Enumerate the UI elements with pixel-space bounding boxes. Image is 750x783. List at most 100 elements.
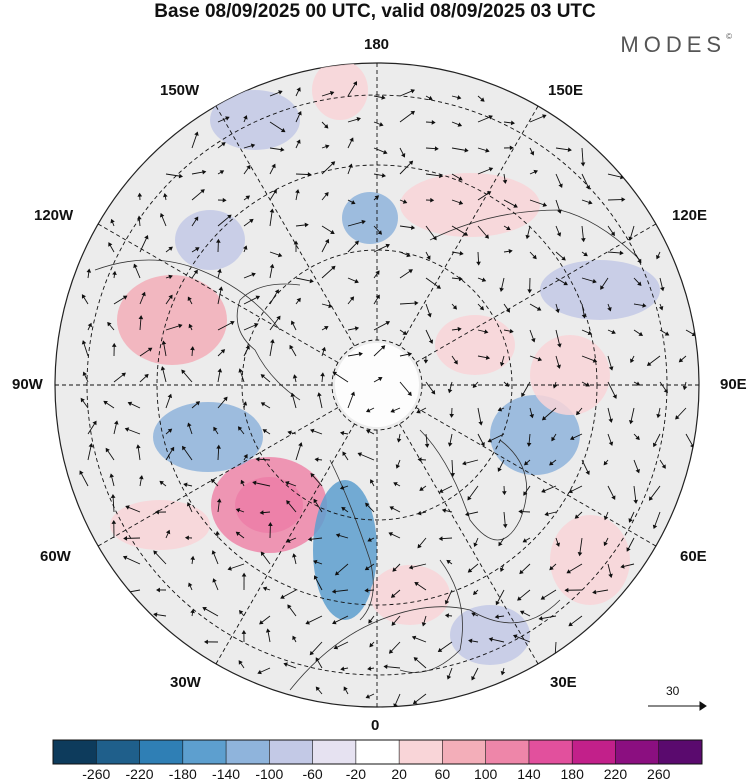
wind-vector: [462, 459, 479, 466]
wind-vector: [159, 480, 167, 487]
wind-vector: [243, 272, 256, 279]
wind-vector: [182, 445, 193, 461]
wind-vector: [321, 326, 329, 331]
anomaly-shading: [110, 63, 660, 665]
wind-vector: [124, 427, 141, 435]
wind-vector: [364, 588, 375, 593]
wind-vector: [321, 90, 335, 97]
colorbar-tick-label: 180: [560, 766, 584, 782]
wind-vector: [425, 329, 434, 344]
wind-vector: [260, 551, 271, 565]
wind-vector: [477, 95, 485, 102]
wind-vector: [347, 240, 359, 253]
wind-vector: [181, 369, 193, 383]
wind-vector: [237, 426, 245, 435]
wind-vector: [503, 120, 515, 126]
wind-vector: [242, 401, 248, 409]
wind-vector: [421, 615, 427, 627]
wind-vector: [365, 429, 375, 435]
wind-vector: [555, 303, 560, 314]
anomaly-region: [400, 173, 540, 237]
wind-vector: [347, 117, 361, 123]
colorbar-swatch: [442, 740, 487, 764]
wind-vector: [633, 277, 642, 286]
wind-vector: [451, 173, 463, 181]
wind-vector: [269, 289, 279, 305]
wind-vector: [603, 537, 609, 547]
wind-vector: [190, 346, 195, 357]
wind-vector: [87, 322, 92, 331]
wind-vector: [503, 303, 511, 313]
wind-vector: [321, 144, 330, 149]
wind-vector: [202, 607, 219, 617]
wind-vector: [568, 485, 583, 494]
wind-vector: [525, 225, 531, 240]
wind-vector: [416, 407, 427, 414]
wind-vector: [241, 630, 247, 643]
wind-vector: [315, 686, 323, 695]
colorbar-tick-label: 60: [434, 766, 451, 782]
wind-vector: [160, 366, 167, 383]
wind-vector: [165, 323, 183, 331]
wind-vector: [138, 315, 144, 331]
wind-vector: [332, 615, 349, 625]
wind-vector: [468, 638, 479, 644]
wind-vector: [659, 381, 668, 394]
wind-vector: [633, 251, 642, 264]
wind-vector: [87, 420, 97, 435]
wind-vector: [529, 355, 543, 362]
wind-vector: [315, 657, 323, 669]
wind-vector: [191, 169, 207, 175]
wind-vector: [393, 482, 401, 487]
wind-vector: [607, 433, 614, 446]
wind-vector: [217, 368, 223, 383]
lon-label-120w: 120W: [34, 207, 74, 224]
wind-vector: [438, 485, 453, 493]
wind-vector: [503, 145, 514, 151]
wind-vector: [529, 169, 538, 175]
wind-vector: [566, 563, 583, 574]
wind-vector: [347, 163, 353, 175]
wind-vector: [127, 401, 141, 409]
wind-vector: [240, 479, 245, 487]
wind-vector: [335, 533, 349, 539]
wind-vector: [425, 225, 437, 241]
wind-vector: [290, 392, 297, 409]
wind-vector: [555, 199, 562, 214]
wind-vector: [373, 225, 383, 235]
wind-vector: [607, 407, 614, 423]
wind-vector: [373, 345, 386, 357]
wind-vector: [153, 612, 167, 617]
wind-vector: [347, 199, 356, 205]
wind-vector: [333, 641, 349, 650]
wind-vector: [238, 660, 245, 669]
lon-label-0: 0: [371, 717, 380, 734]
wind-vector: [321, 303, 333, 309]
wind-vector: [477, 147, 490, 153]
anomaly-region: [550, 515, 630, 605]
wind-vector: [215, 530, 220, 539]
colorbar-tick-label: -60: [302, 766, 323, 782]
wind-vector: [269, 339, 275, 357]
wind-vector: [414, 581, 427, 591]
brand-text: MODES: [620, 32, 727, 57]
wind-vector: [512, 634, 531, 643]
wind-vector: [399, 225, 416, 230]
wind-vector: [555, 355, 561, 369]
wind-vector: [243, 323, 259, 331]
wind-vector: [529, 251, 537, 260]
wind-vector: [393, 693, 401, 707]
wind-vector: [183, 482, 193, 488]
wind-vector: [581, 225, 586, 243]
wind-vector: [555, 537, 561, 547]
wind-vector: [656, 251, 661, 260]
wind-vector: [424, 433, 430, 448]
wind-vector: [216, 238, 221, 253]
wind-vector: [555, 147, 572, 153]
wind-vector: [190, 609, 195, 617]
wind-vector: [529, 147, 535, 156]
wind-vector: [517, 589, 531, 601]
wind-vector: [110, 494, 116, 513]
wind-vector: [292, 553, 297, 565]
wind-vector: [519, 563, 531, 575]
